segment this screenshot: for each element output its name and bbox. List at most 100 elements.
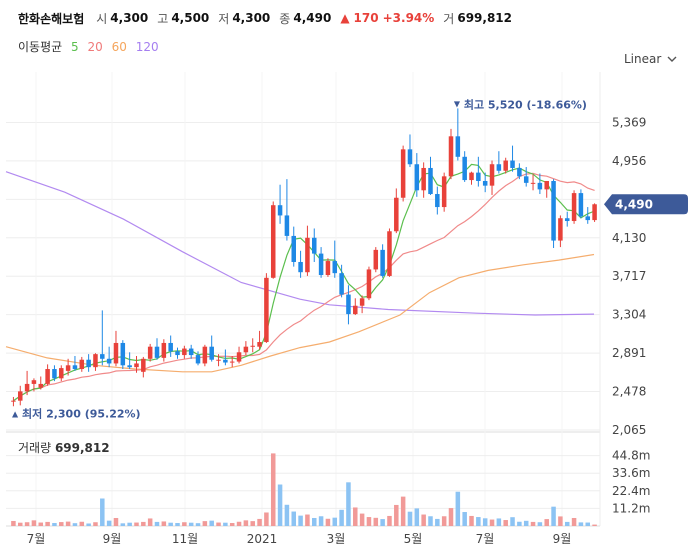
ma60-label: 60 (111, 40, 127, 54)
volume-bar (24, 522, 30, 526)
ma60-line (5, 253, 595, 373)
price-tick-label: 4,956 (612, 154, 646, 168)
volume-bar (585, 522, 591, 526)
candle-down (435, 194, 440, 208)
current-price-tag (604, 194, 688, 215)
candle-up (571, 193, 577, 222)
candle-up (270, 205, 276, 278)
volume-bar (332, 517, 338, 526)
volume-bar (373, 517, 379, 526)
ma20-label: 20 (87, 40, 103, 54)
candle-down (291, 235, 297, 262)
candle-up (243, 346, 249, 353)
candle-up (489, 164, 495, 186)
volume-bar (270, 453, 276, 526)
price-grid (6, 72, 601, 526)
volume-bar (250, 521, 255, 526)
candle-up (469, 172, 474, 181)
volume-bar (305, 514, 310, 526)
candle-down (346, 294, 351, 315)
candle-up (264, 277, 269, 343)
volume-bar (216, 522, 221, 526)
volume-bar (93, 522, 98, 526)
volume-bar (209, 520, 214, 526)
volume-bar (188, 522, 194, 526)
candle-down (72, 365, 78, 370)
chevron-down-icon (667, 56, 677, 62)
volume-title: 거래량 699,812 (18, 441, 110, 455)
scale-dropdown[interactable]: Linear (624, 52, 677, 66)
volume-bar (394, 504, 399, 526)
volume-bar (31, 520, 37, 526)
high-price: 4,500 (171, 11, 210, 25)
low-label: 저 (218, 11, 230, 26)
candle-up (182, 348, 187, 356)
date-tick-label: 9월 (553, 532, 572, 546)
volume-bar (113, 517, 119, 526)
volume-bar (257, 518, 262, 526)
volume-tick-label: 11.2m (612, 501, 650, 515)
volume-bar (100, 498, 105, 526)
chart-annotations: ▼ 최고 5,520 (-18.66%) ▲ 최저 2,300 (95.22%) 4,4… (12, 97, 688, 420)
candle-up (250, 345, 255, 347)
candle-down (223, 359, 228, 363)
date-tick-label: 7월 (476, 532, 495, 546)
volume-bar (195, 523, 201, 526)
candle-down (52, 369, 57, 379)
candle-up (236, 352, 242, 362)
candle-down (428, 167, 433, 195)
candle-up (400, 149, 406, 198)
date-tick-label: 9월 (103, 532, 122, 546)
volume-label: 거 (443, 11, 455, 26)
volume-axis: 44.8m 33.6m 22.4m 11.2m 거래량 699,812 (18, 441, 650, 515)
volume-bar (45, 521, 50, 526)
price-tick-label: 5,369 (612, 115, 646, 129)
price-tick-label: 3,717 (612, 269, 646, 283)
volume-bar (407, 511, 413, 526)
min-marker-icon: ▲ (12, 409, 19, 418)
candle-up (11, 400, 16, 402)
volume-bar (476, 517, 481, 526)
candle-down (537, 182, 543, 190)
volume-bar (387, 515, 392, 526)
candle-down (106, 358, 112, 364)
candle-down (517, 167, 522, 177)
candle-up (373, 249, 379, 270)
low-price: 4,300 (232, 11, 271, 25)
candle-up (394, 197, 399, 232)
candle-down (585, 216, 591, 221)
moving-average-legend[interactable]: 이동평균 5 20 60 120 (18, 38, 164, 55)
price-tick-label: 4,130 (612, 231, 646, 245)
candle-up (38, 383, 44, 388)
volume-tick-label: 44.8m (612, 449, 650, 463)
candle-up (325, 261, 331, 276)
candle-up (134, 363, 139, 368)
candle-down (564, 218, 570, 222)
volume-bar (243, 520, 249, 526)
ma120-label: 120 (135, 40, 159, 54)
date-tick-label: 7월 (27, 532, 46, 546)
close-price: 4,490 (293, 11, 332, 25)
candle-down (523, 176, 529, 183)
candle-down (380, 249, 385, 276)
volume-bar (79, 521, 85, 526)
candle-up (93, 354, 98, 368)
volume-bar (564, 521, 570, 526)
volume-bar (544, 519, 549, 526)
ma5-label: 5 (71, 40, 79, 54)
candle-up (558, 218, 563, 241)
volume-bar (134, 522, 139, 526)
price-tick-label: 2,065 (612, 423, 646, 437)
candle-down (339, 273, 344, 295)
volume-bar (346, 482, 351, 526)
volume-bar (38, 522, 44, 526)
volume-bar (366, 517, 372, 526)
price-tick-label: 2,478 (612, 385, 646, 399)
volume-bar (469, 515, 474, 526)
change-percent: +3.94% (382, 11, 435, 25)
volume-bar (277, 484, 283, 526)
volume-bar (435, 518, 440, 526)
candle-up (441, 176, 447, 208)
close-label: 종 (279, 11, 291, 26)
